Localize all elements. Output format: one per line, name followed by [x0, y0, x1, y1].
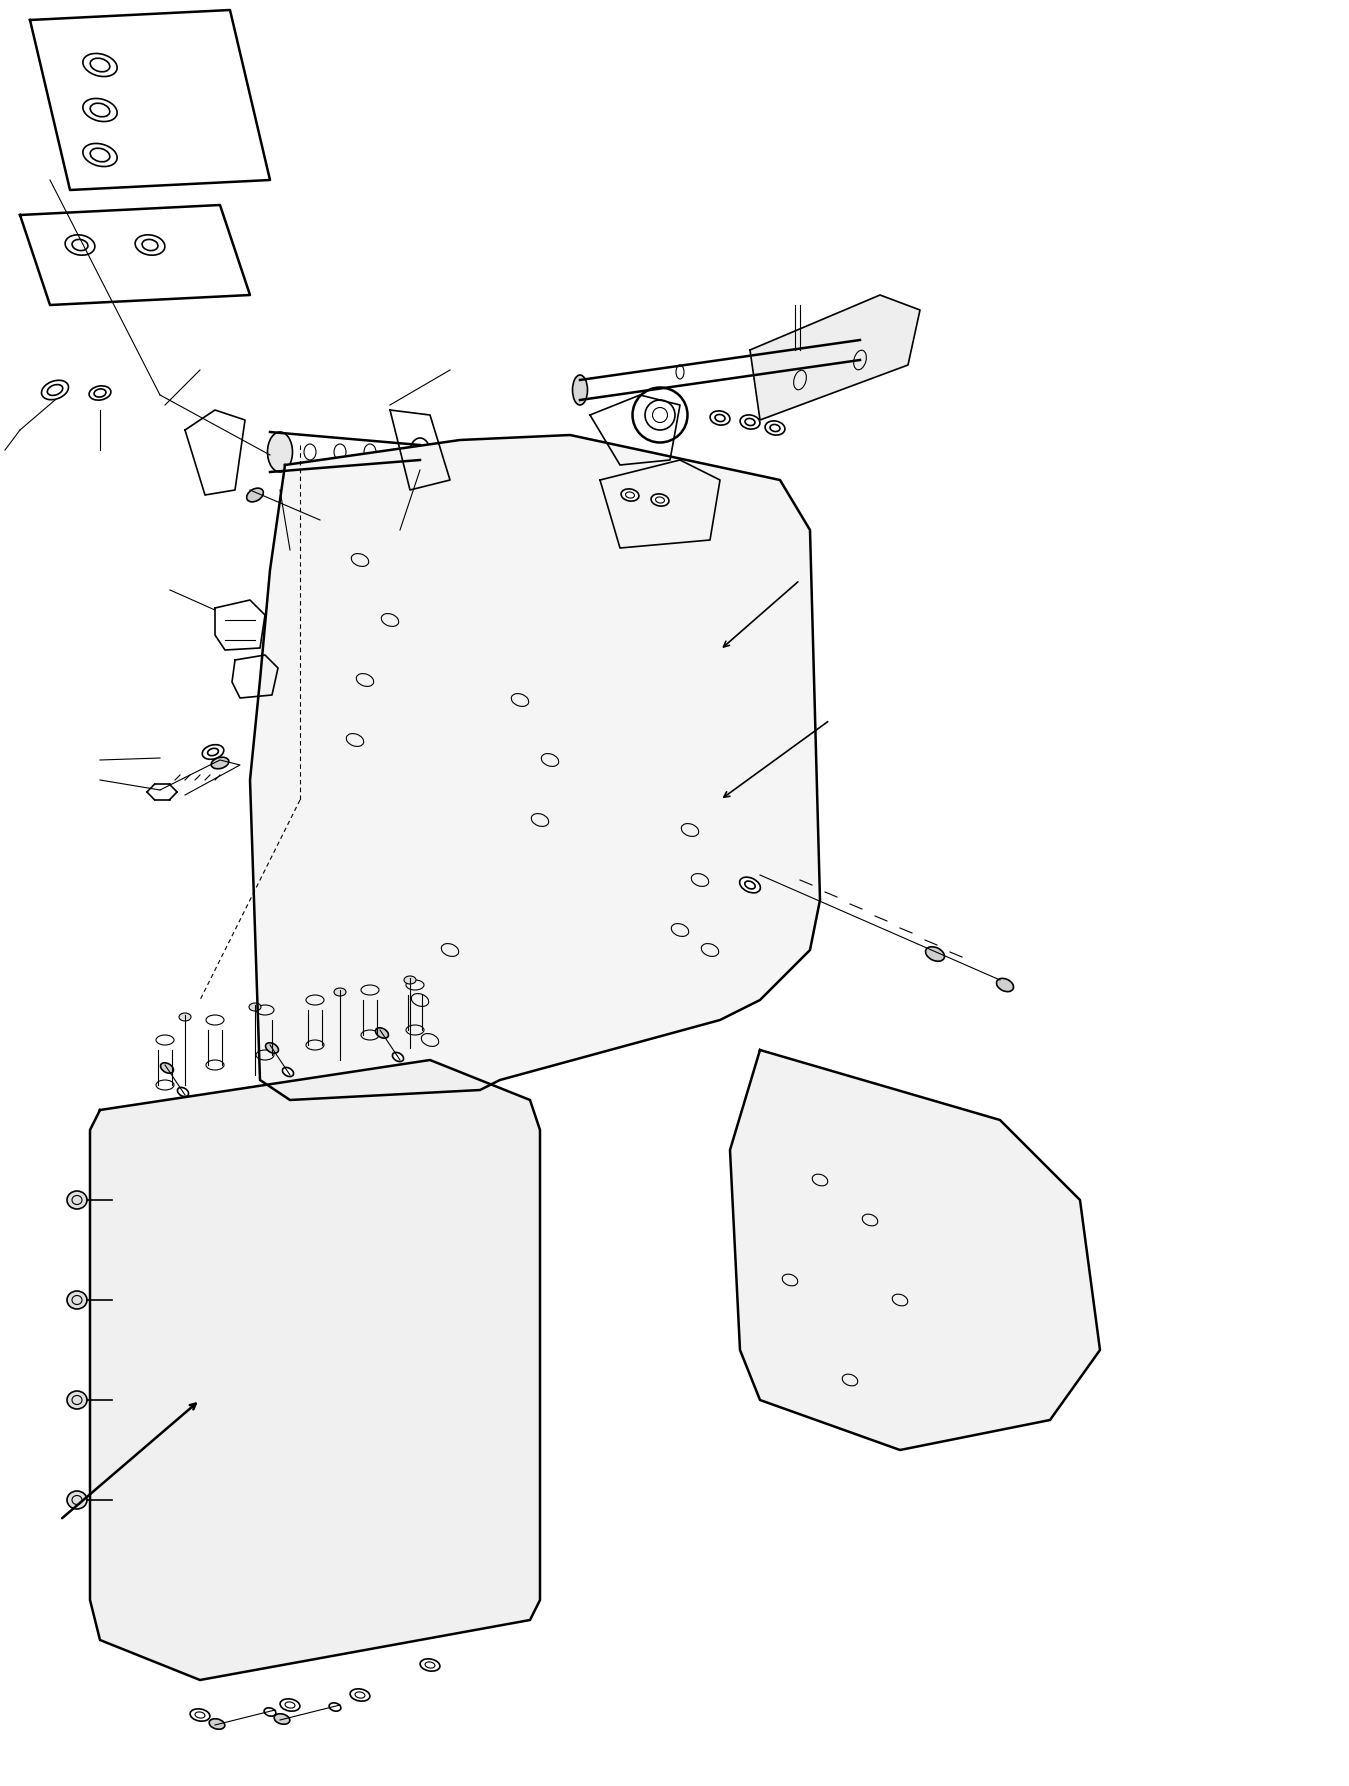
Ellipse shape: [212, 757, 229, 768]
Ellipse shape: [82, 98, 117, 121]
Ellipse shape: [329, 1702, 341, 1711]
Ellipse shape: [652, 495, 669, 505]
Ellipse shape: [335, 988, 345, 997]
Ellipse shape: [67, 1291, 86, 1309]
Ellipse shape: [179, 1013, 192, 1022]
Ellipse shape: [375, 1027, 389, 1038]
Ellipse shape: [739, 877, 761, 893]
Ellipse shape: [282, 1068, 294, 1077]
Ellipse shape: [178, 1088, 189, 1097]
Ellipse shape: [135, 234, 165, 255]
Ellipse shape: [190, 1709, 210, 1722]
Ellipse shape: [849, 338, 861, 363]
Ellipse shape: [202, 745, 224, 759]
Ellipse shape: [285, 502, 305, 518]
Ellipse shape: [304, 445, 316, 461]
Ellipse shape: [67, 1391, 86, 1409]
Ellipse shape: [393, 1052, 403, 1061]
Polygon shape: [90, 1061, 540, 1681]
Ellipse shape: [67, 1491, 86, 1509]
Ellipse shape: [925, 947, 944, 961]
Ellipse shape: [997, 979, 1013, 991]
Ellipse shape: [250, 1004, 260, 1011]
Ellipse shape: [274, 1715, 290, 1723]
Ellipse shape: [403, 975, 415, 984]
Ellipse shape: [281, 1698, 299, 1711]
Ellipse shape: [420, 1659, 440, 1672]
Ellipse shape: [65, 234, 94, 255]
Polygon shape: [250, 436, 820, 1100]
Ellipse shape: [335, 445, 345, 461]
Ellipse shape: [741, 414, 759, 429]
Ellipse shape: [621, 489, 639, 502]
Ellipse shape: [267, 432, 293, 472]
Ellipse shape: [633, 388, 688, 443]
Ellipse shape: [351, 1690, 370, 1700]
Ellipse shape: [710, 411, 730, 425]
Ellipse shape: [247, 488, 263, 502]
Ellipse shape: [89, 386, 111, 400]
Ellipse shape: [67, 1191, 86, 1209]
Polygon shape: [750, 295, 920, 420]
Ellipse shape: [161, 1063, 174, 1073]
Ellipse shape: [765, 421, 785, 436]
Ellipse shape: [82, 54, 117, 77]
Ellipse shape: [364, 445, 376, 461]
Ellipse shape: [264, 1707, 277, 1716]
Ellipse shape: [209, 1718, 225, 1729]
Polygon shape: [730, 1050, 1099, 1450]
Ellipse shape: [82, 143, 117, 166]
Ellipse shape: [572, 375, 588, 405]
Ellipse shape: [266, 1043, 278, 1054]
